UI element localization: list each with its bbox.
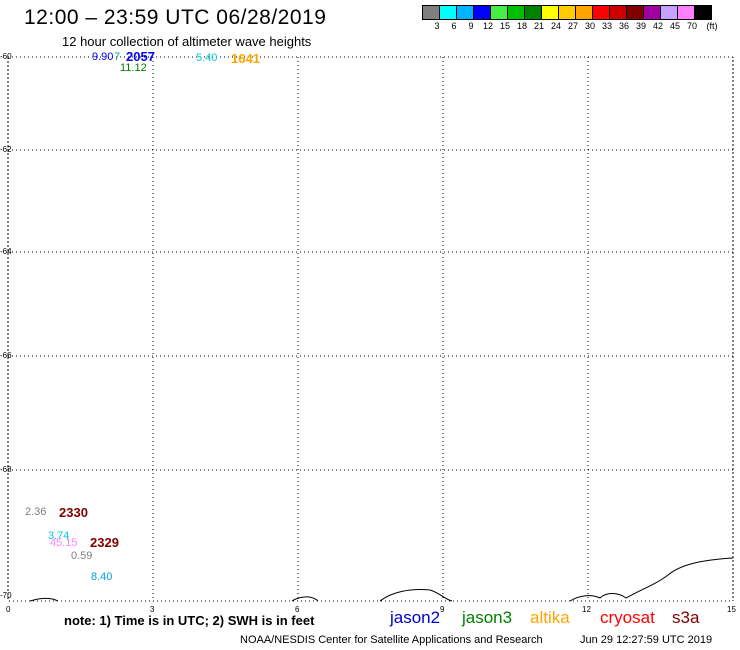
x-tick-label: 6: [295, 605, 300, 614]
units-note: note: 1) Time is in UTC; 2) SWH is in fe…: [64, 613, 315, 628]
page-title: 12:00 – 23:59 UTC 06/28/2019: [24, 6, 327, 29]
scale-label: 70: [686, 21, 698, 31]
scale-label: 9: [468, 21, 474, 31]
wave-height-label: 7: [114, 51, 121, 63]
y-tick-label: -60: [0, 52, 12, 61]
scale-label: 12: [482, 21, 494, 31]
y-tick-label: -70: [0, 591, 12, 600]
scale-label: 36: [618, 21, 630, 31]
x-tick-label: 3: [150, 605, 155, 614]
pass-id-label: 2329: [90, 535, 119, 550]
pass-id-label: 1641: [231, 51, 260, 66]
wave-height-label: 0.59: [71, 550, 93, 562]
scale-label: 18: [516, 21, 528, 31]
pass-id-label: 2330: [59, 505, 88, 520]
scale-label: 33: [601, 21, 613, 31]
y-tick-label: -68: [0, 465, 12, 474]
scale-label: 24: [550, 21, 562, 31]
pass-id-label: 2057: [126, 49, 155, 64]
y-tick-label: -62: [0, 145, 12, 154]
wave-height-label: 2.36: [25, 506, 47, 518]
scale-swatch: [694, 5, 712, 20]
page-subtitle: 12 hour collection of altimeter wave hei…: [62, 34, 312, 49]
x-tick-label: 12: [582, 605, 591, 614]
footer-timestamp: Jun 29 12:27:59 UTC 2019: [580, 634, 713, 646]
scale-label: 42: [652, 21, 664, 31]
scale-labels: 3 6 9 12 15 18 21 24 27 30 33 36 39 42 4…: [422, 21, 740, 33]
y-tick-label: -66: [0, 351, 12, 360]
wave-height-label: 3.74: [48, 530, 70, 542]
legend-jason2: jason2: [390, 608, 441, 627]
legend-jason3: jason3: [462, 608, 513, 627]
scale-label: 3: [434, 21, 440, 31]
legend-cryosat: cryosat: [600, 608, 655, 627]
scale-label: 45: [669, 21, 681, 31]
map-gridlines: [7, 57, 734, 601]
wave-height-label: 11.12: [120, 62, 147, 74]
scale-label: (ft): [706, 21, 718, 31]
coastline: [29, 557, 734, 602]
x-tick-label: 15: [727, 605, 736, 614]
scale-label: 27: [567, 21, 579, 31]
scale-label: 6: [451, 21, 457, 31]
legend-s3a: s3a: [672, 608, 700, 627]
x-tick-label: 9: [440, 605, 445, 614]
wave-height-label: 8.40: [91, 571, 113, 583]
scale-label: 30: [584, 21, 596, 31]
wave-height-label: 9.90: [92, 51, 114, 63]
scale-label: 21: [533, 21, 545, 31]
y-tick-label: -64: [0, 247, 12, 256]
wave-height-label: 45.15: [50, 537, 78, 549]
scale-label: 39: [635, 21, 647, 31]
wave-height-label: 5.40: [196, 52, 218, 64]
scale-label: 15: [499, 21, 511, 31]
x-tick-label: 0: [6, 605, 11, 614]
footer-credit: NOAA/NESDIS Center for Satellite Applica…: [240, 634, 543, 646]
legend-altika: altika: [530, 608, 570, 627]
color-scale: [422, 5, 712, 20]
